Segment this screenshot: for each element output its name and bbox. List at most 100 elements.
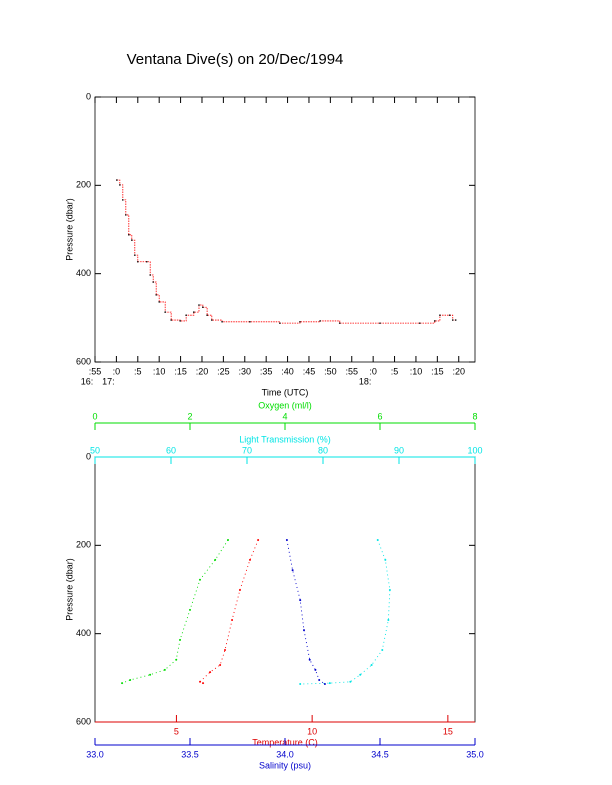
data-point (211, 319, 213, 321)
axis-label: Light Transmission (%) (239, 434, 331, 444)
plot-frame (94, 96, 476, 363)
data-point (291, 569, 294, 572)
x-tick-label: :45 (303, 366, 316, 376)
data-point (189, 608, 191, 611)
data-point (199, 680, 202, 683)
data-point (149, 274, 152, 276)
y-tick-label: 200 (76, 540, 91, 550)
data-point (158, 301, 160, 303)
data-point (418, 322, 421, 324)
axis-tick-label: 70 (242, 445, 252, 455)
data-point (370, 664, 373, 667)
data-point (299, 321, 301, 323)
x-tick-label: :55 (89, 366, 102, 376)
data-point (116, 179, 118, 181)
data-point (381, 649, 384, 652)
y-tick-label: 400 (76, 628, 91, 638)
profile-line (199, 539, 259, 684)
y-tick-label: 0 (86, 91, 91, 101)
data-point (379, 322, 381, 324)
data-point (219, 664, 222, 667)
x-tick-label: :15 (431, 366, 444, 376)
axis-tick-label: 2 (187, 411, 192, 421)
data-point (179, 638, 182, 641)
data-point (448, 314, 451, 316)
data-point (202, 682, 205, 685)
data-point (249, 321, 251, 323)
data-point (185, 314, 187, 316)
data-point (170, 319, 172, 321)
data-point (198, 578, 201, 581)
data-point (129, 679, 132, 682)
data-point (175, 658, 178, 661)
y-tick-label: 600 (76, 356, 91, 366)
data-point (359, 673, 362, 676)
axis-tick-label: 80 (318, 445, 328, 455)
x-tick-label: :25 (217, 366, 230, 376)
data-point (388, 588, 391, 591)
axis-tick-label: 50 (90, 445, 100, 455)
data-point (125, 214, 127, 216)
axis-tick-label: 60 (166, 445, 176, 455)
x-axis-label: Time (UTC) (262, 387, 309, 397)
data-point (152, 281, 154, 283)
data-point (439, 314, 441, 316)
data-point (384, 558, 387, 561)
axis-tick-label: 35.0 (466, 749, 484, 759)
data-point (145, 260, 148, 263)
data-point (206, 314, 208, 316)
x-tick-label: :35 (260, 366, 273, 376)
profile-line (286, 539, 326, 685)
data-point (299, 599, 302, 602)
x-tick-sublabel: 16: (81, 376, 94, 386)
y-tick-label: 400 (76, 268, 91, 278)
data-point (257, 539, 260, 542)
data-point (231, 618, 234, 621)
data-point (238, 588, 241, 591)
data-point (209, 671, 212, 674)
axis-tick-label: 100 (467, 445, 482, 455)
data-point (303, 629, 305, 632)
x-tick-label: :10 (410, 366, 423, 376)
x-tick-label: :20 (452, 366, 465, 376)
data-point (454, 319, 457, 321)
axis-tick-label: 5 (174, 726, 179, 736)
data-point (285, 539, 288, 542)
data-point (136, 260, 139, 263)
axis-tick-label: 8 (472, 411, 477, 421)
data-point (202, 306, 204, 309)
axis-tick-label: 15 (443, 726, 453, 736)
y-axis-label: Pressure (dbar) (64, 558, 74, 621)
axis-tick-label: 6 (377, 411, 382, 421)
data-point (164, 311, 166, 313)
x-tick-label: :0 (369, 366, 377, 376)
data-point (323, 683, 326, 686)
axis-tick-label: 0 (92, 411, 97, 421)
x-tick-label: :50 (324, 366, 337, 376)
data-point (179, 320, 181, 322)
x-tick-sublabel: 17: (102, 376, 115, 386)
data-point (119, 184, 121, 186)
axis-tick-label: 34.5 (371, 749, 389, 759)
data-point (279, 322, 281, 324)
x-tick-label: :15 (174, 366, 187, 376)
data-point (248, 558, 251, 561)
axis-label: Oxygen (ml/l) (258, 400, 312, 410)
data-point (121, 682, 124, 685)
x-tick-label: :20 (196, 366, 209, 376)
x-tick-label: :30 (239, 366, 252, 376)
data-point (299, 683, 302, 686)
x-tick-label: :5 (134, 366, 142, 376)
data-point (376, 539, 379, 542)
axis-tick-label: 90 (394, 445, 404, 455)
plot-frame (94, 456, 476, 723)
axis-tick-label: 33.0 (86, 749, 104, 759)
profile-line (300, 539, 391, 685)
data-point (227, 539, 229, 542)
data-point (122, 199, 124, 201)
data-point (198, 304, 200, 306)
axis-label: Salinity (psu) (259, 760, 311, 770)
data-point (338, 322, 341, 324)
data-point (318, 679, 321, 682)
